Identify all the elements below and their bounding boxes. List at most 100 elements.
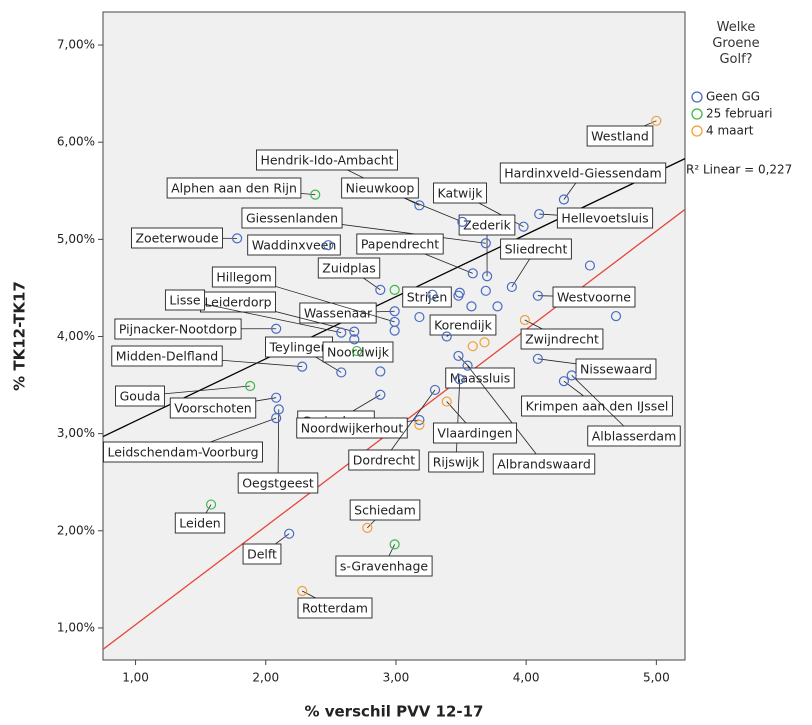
point xyxy=(558,376,570,387)
label-box xyxy=(169,397,257,419)
leader-line xyxy=(184,299,342,333)
point xyxy=(532,353,543,364)
label-box xyxy=(166,177,302,199)
label-box xyxy=(237,472,319,494)
label-box xyxy=(429,314,497,336)
point-label: Zederik xyxy=(463,218,511,233)
point-label: Delft xyxy=(247,547,277,562)
point-label: Rijswijk xyxy=(433,455,480,470)
point-label: Teylingen xyxy=(268,340,328,355)
label-box xyxy=(174,512,226,534)
label-box xyxy=(299,302,377,324)
point xyxy=(375,389,386,400)
point-label: Noordwijkerhout xyxy=(301,421,404,436)
point xyxy=(467,268,478,279)
point-label: Zuidplas xyxy=(322,261,375,276)
label-box xyxy=(499,162,667,184)
point-label: Wassenaar xyxy=(304,306,373,321)
point-label: Nieuwkoop xyxy=(346,181,415,196)
point xyxy=(310,189,321,200)
point xyxy=(532,290,543,301)
point xyxy=(651,115,662,126)
point xyxy=(453,350,464,362)
label-box xyxy=(241,207,343,229)
point xyxy=(429,384,441,396)
legend-label: 25 februari xyxy=(706,107,772,121)
point xyxy=(389,284,400,295)
point-label: Waddinxveen xyxy=(252,238,337,253)
x-tick-label: 3,00 xyxy=(383,671,410,685)
point-label: Zwijndrecht xyxy=(525,332,599,347)
point xyxy=(205,499,217,510)
point-label: Hendrik-Ido-Ambacht xyxy=(260,153,393,168)
y-tick-label: 6,00% xyxy=(57,135,95,149)
point xyxy=(441,331,452,342)
point-label: Leidschendam-Voorburg xyxy=(107,445,258,460)
label-box xyxy=(552,286,636,308)
y-tick-label: 3,00% xyxy=(57,426,95,440)
point-label: Hillegom xyxy=(216,270,271,285)
point-label: Pijnacker-Nootdorp xyxy=(119,322,237,337)
legend-marker xyxy=(691,108,703,120)
point-label: Alphen aan den Rijn xyxy=(171,181,297,196)
point xyxy=(336,367,347,378)
point xyxy=(389,539,400,550)
point-label: Hardinxveld-Giessendam xyxy=(504,166,661,181)
y-tick-label: 7,00% xyxy=(57,38,95,52)
point-label: Dordrecht xyxy=(353,453,415,468)
point xyxy=(454,374,465,385)
point xyxy=(414,200,425,211)
label-box xyxy=(521,395,673,417)
label-box xyxy=(256,149,398,171)
point-label: Nissewaard xyxy=(580,362,652,377)
point-label: Schiedam xyxy=(354,503,416,518)
label-box xyxy=(575,358,657,380)
label-box xyxy=(114,318,242,340)
point-label: Noordwijk xyxy=(327,345,390,360)
point xyxy=(414,311,425,323)
label-box xyxy=(317,257,381,279)
point xyxy=(467,341,478,352)
leader-line xyxy=(455,379,461,463)
label-box xyxy=(247,234,341,256)
point xyxy=(454,287,465,298)
legend-title: Welke Groene Golf? xyxy=(712,20,760,67)
label-box xyxy=(520,328,604,350)
label-box xyxy=(492,453,596,475)
label-box xyxy=(500,238,572,260)
x-tick-label: 1,00 xyxy=(122,671,149,685)
label-box xyxy=(428,451,484,473)
point xyxy=(481,271,493,282)
point-label: Voorschoten xyxy=(174,401,251,416)
point xyxy=(297,585,308,597)
y-axis-title: % TK12-TK17 xyxy=(11,281,29,391)
point-label: Gouda xyxy=(120,389,161,404)
y-tick-label: 4,00% xyxy=(57,329,95,343)
point xyxy=(389,306,400,317)
point xyxy=(271,392,282,403)
point xyxy=(323,240,334,251)
legend-label: Geen GG xyxy=(706,90,760,104)
point-label: Leiderdorp xyxy=(204,295,271,310)
x-tick-label: 2,00 xyxy=(252,671,279,685)
leader-line xyxy=(467,365,545,465)
point xyxy=(336,327,347,338)
leader-line xyxy=(383,389,436,461)
point xyxy=(389,325,400,336)
legend-marker xyxy=(691,91,703,103)
y-tick-label: 2,00% xyxy=(57,523,95,537)
point xyxy=(462,360,473,371)
legend-marker xyxy=(691,125,703,137)
point xyxy=(375,366,386,377)
label-box xyxy=(587,425,681,447)
label-box xyxy=(242,543,282,565)
point xyxy=(466,301,477,312)
point-label: s-Gravenhage xyxy=(340,559,428,574)
point-label: Korendijk xyxy=(434,318,493,333)
label-box xyxy=(433,182,487,204)
point-label: Krimpen aan den IJssel xyxy=(526,399,669,414)
point-label: Westland xyxy=(591,129,649,144)
point xyxy=(492,301,503,312)
point xyxy=(519,314,530,326)
